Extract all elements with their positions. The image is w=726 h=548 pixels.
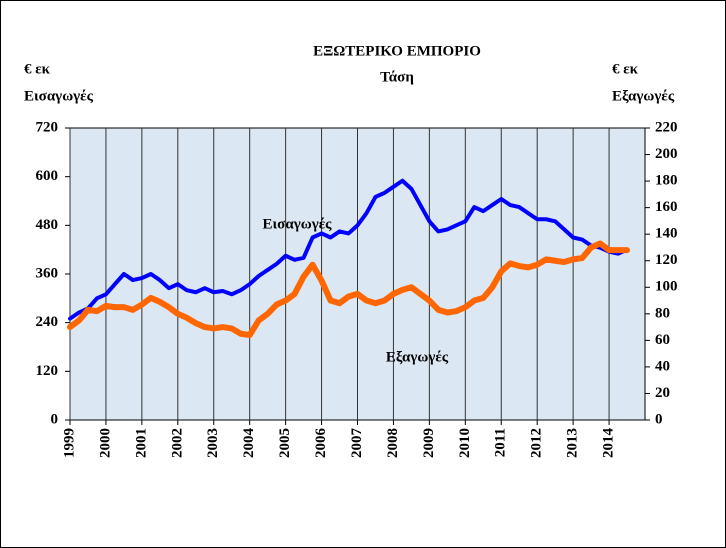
series-line	[68, 178, 630, 321]
y2-tick-label: 220	[655, 119, 678, 135]
y2-tick-label: 160	[655, 199, 678, 215]
y2-tick-label: 40	[655, 358, 670, 374]
x-tick-label: 2006	[313, 428, 329, 459]
y2-tick-label: 140	[655, 226, 678, 242]
y-tick-label: 0	[51, 411, 59, 427]
y-axis-label: Εισαγωγές	[24, 88, 94, 104]
y-tick-label: 120	[36, 363, 59, 379]
y-tick-label: 240	[36, 314, 59, 330]
x-tick-label: 2001	[133, 428, 149, 458]
x-tick-label: 2002	[169, 428, 185, 458]
x-tick-label: 2004	[241, 428, 257, 459]
series-line	[67, 240, 631, 339]
y-axis-unit: € εκ	[24, 61, 51, 77]
x-tick-label: 2012	[529, 428, 545, 458]
x-tick-label: 2005	[277, 428, 293, 458]
x-tick-label: 2009	[421, 428, 437, 458]
x-tick-label: 2007	[349, 428, 365, 459]
series-label: Εξαγωγές	[386, 349, 449, 365]
series-label: Εισαγωγές	[263, 216, 333, 232]
y-tick-label: 480	[36, 217, 59, 233]
y-tick-label: 600	[36, 168, 59, 184]
y2-tick-label: 0	[655, 411, 663, 427]
x-tick-label: 2003	[205, 428, 221, 458]
x-tick-label: 2014	[601, 428, 617, 459]
y2-axis-label: Εξαγωγές	[612, 88, 675, 104]
y2-tick-label: 200	[655, 146, 678, 162]
y2-tick-label: 20	[655, 385, 670, 401]
y2-tick-label: 60	[655, 332, 670, 348]
x-tick-label: 2011	[493, 428, 509, 457]
x-tick-label: 2013	[565, 428, 581, 458]
y-tick-label: 360	[36, 265, 59, 281]
y-tick-label: 720	[36, 119, 59, 135]
chart-subtitle: Τάση	[380, 69, 414, 85]
x-tick-label: 2010	[457, 428, 473, 458]
chart-title: ΕΞΩΤΕΡΙΚΟ ΕΜΠΟΡΙΟ	[313, 43, 481, 59]
x-tick-label: 1999	[61, 428, 77, 458]
y2-tick-label: 120	[655, 252, 678, 268]
x-tick-label: 2000	[97, 428, 113, 458]
x-tick-label: 2008	[385, 428, 401, 458]
y2-tick-label: 80	[655, 305, 670, 321]
y2-axis-unit: € εκ	[612, 61, 639, 77]
y2-tick-label: 100	[655, 279, 678, 295]
y2-tick-label: 180	[655, 173, 678, 189]
